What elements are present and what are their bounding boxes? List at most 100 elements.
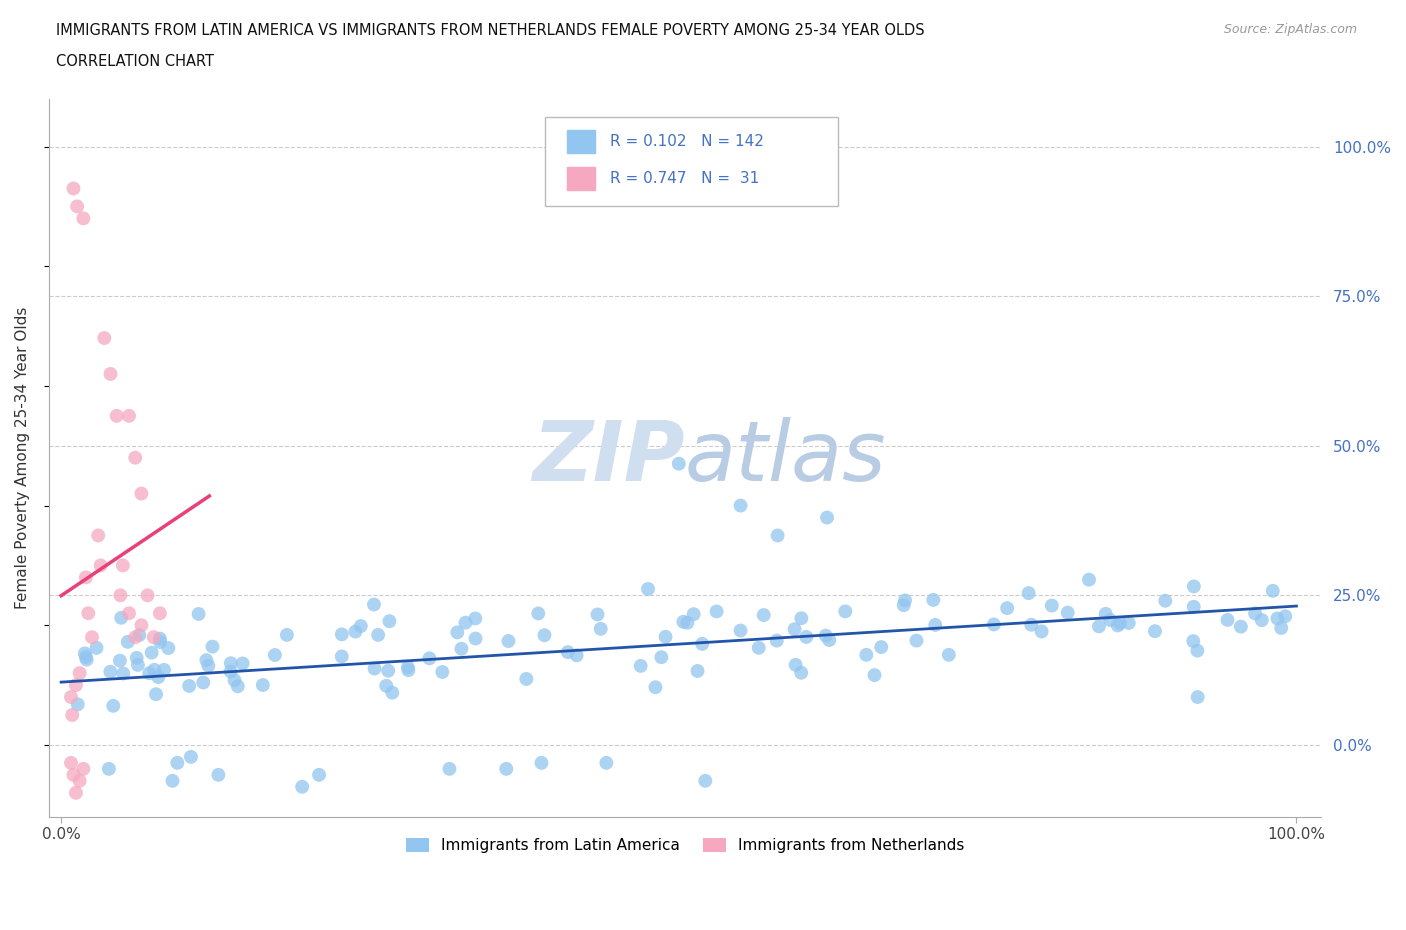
- Point: [752, 607, 775, 622]
- Point: [226, 679, 249, 694]
- Point: [1056, 605, 1078, 620]
- Point: [330, 627, 353, 642]
- Point: [149, 634, 172, 649]
- Point: [131, 486, 153, 501]
- Y-axis label: Female Poverty Among 25-34 Year Olds: Female Poverty Among 25-34 Year Olds: [15, 307, 30, 609]
- Point: [527, 606, 550, 621]
- Point: [790, 665, 813, 680]
- Point: [589, 621, 612, 636]
- Point: [995, 601, 1018, 616]
- Point: [80, 630, 103, 644]
- Point: [350, 618, 373, 633]
- Bar: [567, 130, 595, 153]
- Point: [818, 632, 841, 647]
- Point: [72, 762, 94, 777]
- Point: [515, 671, 537, 686]
- Point: [783, 622, 806, 637]
- Point: [893, 598, 915, 613]
- Point: [105, 408, 128, 423]
- Point: [676, 616, 699, 631]
- Point: [291, 779, 314, 794]
- Point: [93, 330, 115, 345]
- Point: [644, 680, 666, 695]
- Point: [264, 647, 287, 662]
- Point: [1109, 616, 1132, 631]
- Point: [1118, 616, 1140, 631]
- Point: [464, 631, 486, 646]
- Point: [1182, 579, 1205, 594]
- Point: [118, 605, 141, 620]
- Point: [924, 618, 946, 632]
- Text: ZIP: ZIP: [533, 418, 685, 498]
- Point: [1230, 619, 1253, 634]
- Point: [530, 755, 553, 770]
- Point: [396, 663, 419, 678]
- Point: [668, 457, 690, 472]
- Point: [166, 755, 188, 770]
- Point: [785, 658, 807, 672]
- Point: [117, 634, 139, 649]
- Point: [863, 668, 886, 683]
- Point: [149, 605, 172, 620]
- Point: [157, 641, 180, 656]
- Point: [124, 630, 146, 644]
- Point: [100, 366, 122, 381]
- Point: [432, 665, 454, 680]
- Point: [219, 664, 242, 679]
- Point: [1250, 613, 1272, 628]
- Point: [396, 659, 419, 674]
- Point: [654, 630, 676, 644]
- Text: atlas: atlas: [685, 418, 887, 498]
- Point: [108, 653, 131, 668]
- Point: [1040, 598, 1063, 613]
- Point: [790, 611, 813, 626]
- Point: [557, 644, 579, 659]
- Point: [630, 658, 652, 673]
- Point: [766, 528, 789, 543]
- Point: [439, 762, 461, 777]
- Point: [193, 675, 215, 690]
- Point: [97, 762, 120, 777]
- Point: [111, 558, 134, 573]
- Point: [344, 624, 367, 639]
- Point: [1216, 613, 1239, 628]
- Point: [76, 652, 98, 667]
- Point: [565, 648, 588, 663]
- Point: [59, 690, 82, 705]
- Point: [60, 708, 83, 723]
- Point: [378, 614, 401, 629]
- Point: [110, 610, 132, 625]
- Point: [363, 597, 385, 612]
- Point: [1021, 618, 1043, 632]
- Point: [690, 636, 713, 651]
- Point: [138, 666, 160, 681]
- Point: [586, 607, 609, 622]
- Point: [650, 650, 672, 665]
- Point: [219, 656, 242, 671]
- Point: [148, 670, 170, 684]
- Point: [75, 650, 97, 665]
- Point: [1267, 611, 1289, 626]
- Point: [446, 625, 468, 640]
- Point: [162, 774, 184, 789]
- Point: [118, 408, 141, 423]
- Point: [180, 750, 202, 764]
- Point: [1018, 586, 1040, 601]
- Point: [855, 647, 877, 662]
- Point: [59, 755, 82, 770]
- Point: [65, 678, 87, 693]
- Point: [73, 646, 96, 661]
- Point: [103, 698, 125, 713]
- Point: [149, 631, 172, 646]
- Point: [1244, 606, 1267, 621]
- Point: [1182, 633, 1205, 648]
- Point: [377, 663, 399, 678]
- Text: R = 0.102   N = 142: R = 0.102 N = 142: [610, 134, 763, 150]
- Point: [1187, 690, 1209, 705]
- Point: [814, 628, 837, 643]
- Text: R = 0.747   N =  31: R = 0.747 N = 31: [610, 171, 759, 186]
- Point: [90, 558, 112, 573]
- Point: [142, 630, 165, 644]
- Point: [145, 686, 167, 701]
- Point: [730, 623, 752, 638]
